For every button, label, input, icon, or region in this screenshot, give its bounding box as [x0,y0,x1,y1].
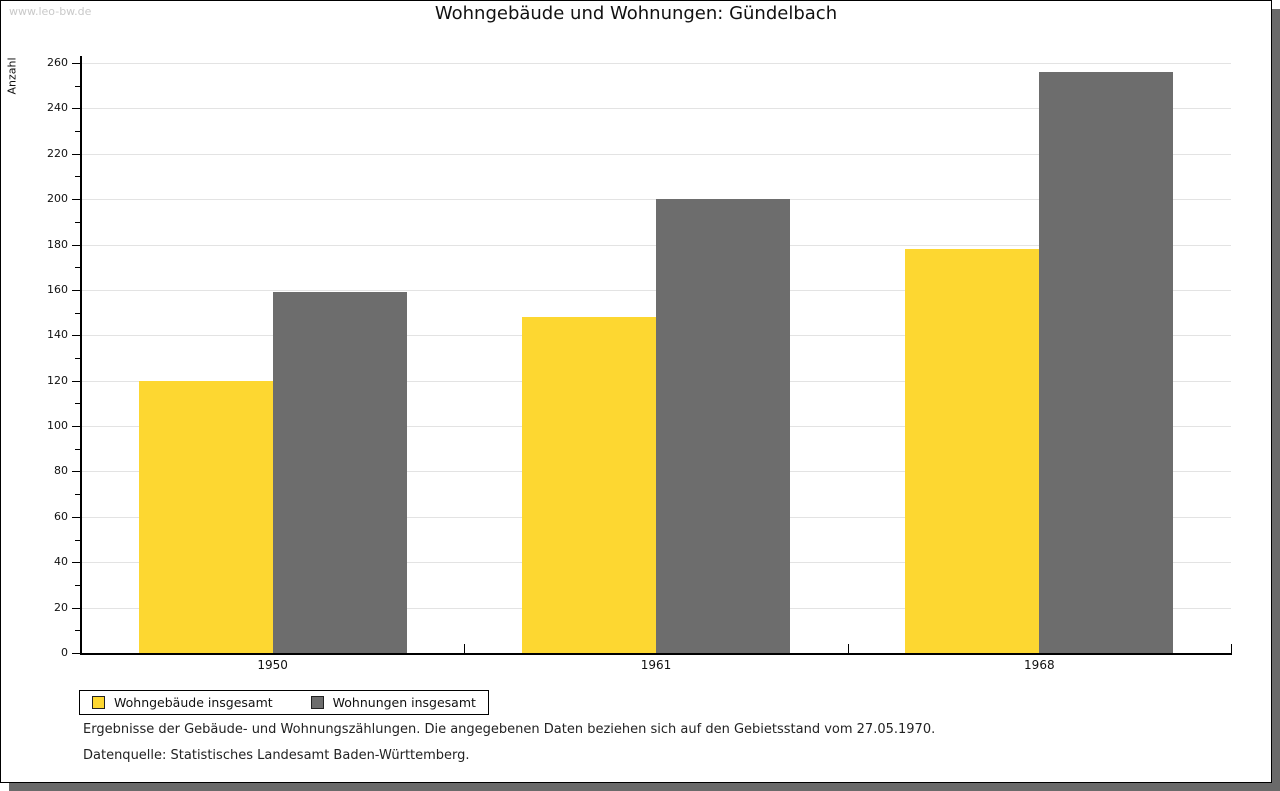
x-tick-label: 1950 [257,658,288,672]
x-tick-label: 1961 [640,658,672,672]
legend-item-wohnungen: Wohnungen insgesamt [310,695,476,710]
y-gridline [81,63,1231,64]
bar-1950-wohnungen [272,292,407,653]
y-tick-label: 60 [54,509,68,523]
y-tick-label: 200 [47,192,68,206]
x-axis-tick [1231,644,1232,653]
footnote-gebietsstand: Ergebnisse der Gebäude- und Wohnungszähl… [83,722,936,737]
y-axis-major-tick [72,653,80,654]
y-axis-minor-tick [75,176,80,178]
legend-swatch-gray [310,696,324,709]
legend-label: Wohnungen insgesamt [332,695,476,710]
y-axis-minor-tick [75,584,80,586]
y-tick-label: 260 [47,56,68,69]
legend: Wohngebäude insgesamt Wohnungen insgesam… [79,690,489,715]
page-shadow-bottom [9,783,1272,791]
bar-1950-wohngebaeude [138,380,273,653]
y-axis-major-tick [72,153,80,155]
page-shadow-right [1272,9,1280,791]
y-axis-major-tick [72,335,80,337]
y-tick-label: 220 [47,146,68,160]
y-axis-minor-tick [75,403,80,405]
bar-1968-wohnungen [1039,72,1174,653]
y-axis-major-tick [72,426,80,428]
bar-1961-wohnungen [656,199,790,653]
y-axis-major-tick [72,607,80,609]
y-axis-minor-tick [75,448,80,450]
chart-title: Wohngebäude und Wohnungen: Gündelbach [434,3,838,24]
bar-1968-wohngebaeude [905,249,1040,653]
y-axis-minor-tick [75,312,80,314]
y-axis-minor-tick [75,221,80,223]
y-axis-major-tick [72,244,80,246]
y-axis-minor-tick [75,630,80,632]
y-axis-major-tick [72,63,80,64]
y-axis-minor-tick [75,358,80,359]
y-axis-major-tick [72,380,80,382]
footnote-datenquelle: Datenquelle: Statistisches Landesamt Bad… [83,748,470,763]
legend-swatch-yellow [92,696,105,709]
y-tick-label: 120 [47,373,68,387]
bar-1961-wohngebaeude [522,317,656,653]
y-gridline [81,108,1231,110]
legend-label: Wohngebäude insgesamt [114,695,273,710]
x-axis-line [80,653,1232,655]
y-tick-label: 20 [54,600,68,614]
y-tick-label: 140 [47,328,68,342]
y-tick-label: 100 [47,419,68,433]
y-axis-label: Anzahl [5,57,19,95]
legend-item-wohngebaeude: Wohngebäude insgesamt [92,695,273,710]
y-axis-major-tick [72,199,80,201]
y-axis-major-tick [72,562,80,564]
y-axis-major-tick [72,471,80,473]
x-tick-label: 1968 [1024,658,1055,672]
y-axis-minor-tick [75,85,80,87]
y-axis-minor-tick [75,539,80,541]
y-tick-label: 40 [54,555,68,569]
y-axis-minor-tick [75,494,80,496]
y-axis-major-tick [72,516,80,518]
y-axis-major-tick [72,108,80,110]
watermark: www.leo-bw.de [9,5,92,18]
y-tick-label: 80 [54,464,68,478]
x-axis-tick [464,644,466,653]
y-axis-line [80,56,82,655]
y-tick-label: 180 [47,237,68,251]
y-axis-major-tick [72,289,80,291]
y-axis-minor-tick [75,267,80,269]
y-tick-label: 160 [47,282,68,296]
x-axis-tick [847,644,849,653]
y-tick-label: 0 [61,646,68,659]
y-axis-minor-tick [75,131,80,133]
y-gridline [81,153,1231,155]
y-tick-label: 240 [47,101,68,115]
